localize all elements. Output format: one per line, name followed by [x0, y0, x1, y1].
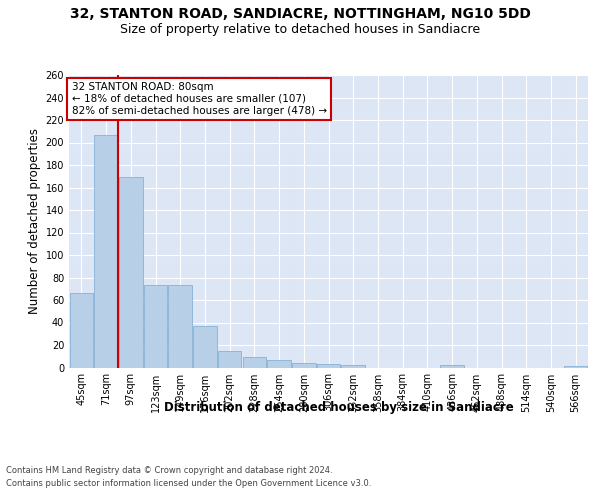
Bar — [440, 365, 464, 368]
Text: 32, STANTON ROAD, SANDIACRE, NOTTINGHAM, NG10 5DD: 32, STANTON ROAD, SANDIACRE, NOTTINGHAM,… — [70, 8, 530, 22]
Bar — [70, 293, 93, 368]
Bar — [242, 358, 266, 368]
Text: Contains HM Land Registry data © Crown copyright and database right 2024.: Contains HM Land Registry data © Crown c… — [6, 466, 332, 475]
Bar — [193, 326, 217, 368]
Bar — [564, 366, 587, 368]
Bar — [119, 178, 143, 368]
Bar — [94, 134, 118, 368]
Text: Distribution of detached houses by size in Sandiacre: Distribution of detached houses by size … — [164, 401, 514, 414]
Text: Contains public sector information licensed under the Open Government Licence v3: Contains public sector information licen… — [6, 479, 371, 488]
Bar — [169, 286, 192, 368]
Bar — [292, 363, 316, 368]
Bar — [341, 365, 365, 368]
Bar — [218, 350, 241, 368]
Bar — [268, 360, 291, 368]
Text: Size of property relative to detached houses in Sandiacre: Size of property relative to detached ho… — [120, 22, 480, 36]
Bar — [317, 364, 340, 368]
Y-axis label: Number of detached properties: Number of detached properties — [28, 128, 41, 314]
Bar — [144, 286, 167, 368]
Text: 32 STANTON ROAD: 80sqm
← 18% of detached houses are smaller (107)
82% of semi-de: 32 STANTON ROAD: 80sqm ← 18% of detached… — [71, 82, 327, 116]
